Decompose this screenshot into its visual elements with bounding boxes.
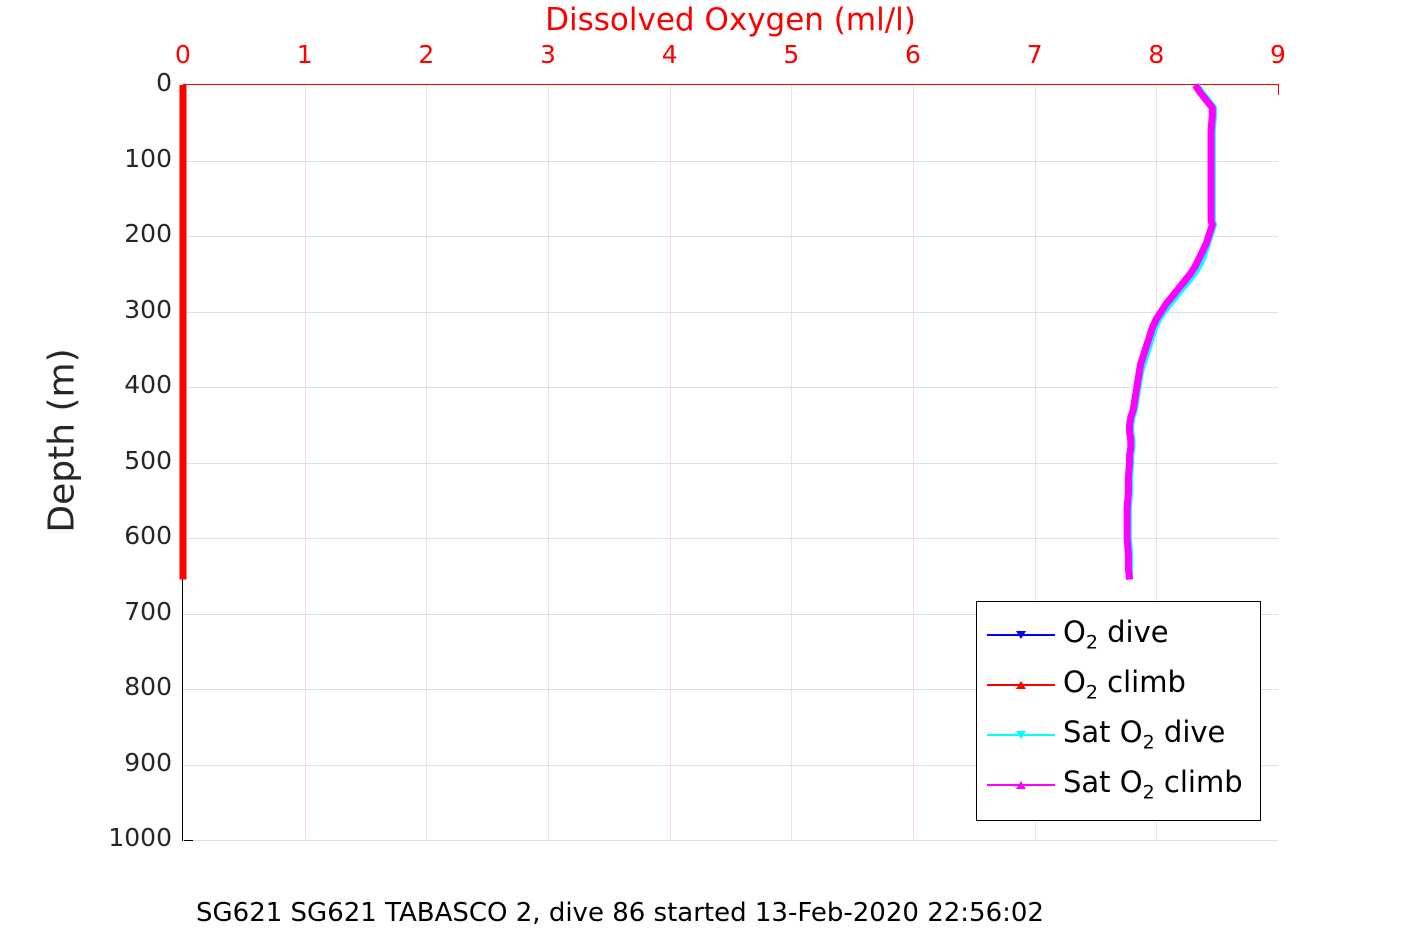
grid-line-horizontal — [183, 538, 1278, 539]
legend-label: O2 climb — [1063, 664, 1186, 704]
y-tick-label: 400 — [124, 370, 172, 399]
y-tick-label: 1000 — [108, 823, 172, 852]
legend-label: Sat O2 climb — [1063, 764, 1243, 804]
y-tick-label: 300 — [124, 294, 172, 324]
legend-swatch-icon — [987, 623, 1055, 647]
data-series-layer — [179, 83, 1218, 580]
y-tick-label: 0 — [156, 68, 172, 97]
x-tick-label: 5 — [783, 40, 800, 69]
series-line-sat-o2-climb — [1123, 83, 1216, 580]
series-line-sat-o2-dive — [1124, 83, 1218, 580]
x-tick-label: 0 — [175, 40, 191, 69]
x-tick-label: 3 — [540, 40, 556, 69]
y-tick-label: 100 — [124, 143, 172, 173]
legend-marker-up-triangle-icon — [1016, 781, 1026, 789]
x-tick-label: 9 — [1270, 40, 1286, 69]
axis-spine-bottom — [183, 840, 1278, 841]
legend-item-sat-o2-climb[interactable]: Sat O2 climb — [987, 760, 1250, 810]
grid-line-horizontal — [183, 311, 1278, 313]
y-tick-label: 800 — [124, 672, 172, 701]
x-tick-label: 1 — [296, 40, 313, 69]
legend-marker-up-triangle-icon — [1016, 681, 1026, 689]
grid-line-horizontal — [183, 160, 1278, 162]
y-tick-mark — [184, 840, 193, 841]
legend-label: O2 dive — [1063, 614, 1169, 654]
chart-title: Dissolved Oxygen (ml/l) — [545, 2, 916, 38]
grid-line-horizontal — [183, 689, 1278, 690]
y-axis-label: Depth (m) — [41, 348, 83, 533]
legend-swatch-icon — [987, 673, 1055, 697]
legend: O2 dive O2 climb Sat O2 dive Sat O2 climb — [976, 601, 1261, 821]
y-tick-label: 500 — [124, 445, 172, 475]
legend-item-o2-climb[interactable]: O2 climb — [987, 660, 1250, 710]
grid-line-horizontal — [183, 764, 1278, 766]
grid-line-horizontal — [183, 462, 1278, 464]
x-tick-label: 4 — [661, 40, 678, 69]
x-tick-label: 2 — [418, 40, 435, 69]
grid-line-horizontal — [183, 236, 1278, 237]
legend-item-sat-o2-dive[interactable]: Sat O2 dive — [987, 710, 1250, 760]
legend-swatch-icon — [987, 773, 1055, 797]
legend-label: Sat O2 dive — [1063, 714, 1226, 754]
y-tick-label: 900 — [124, 747, 172, 777]
legend-item-o2-dive[interactable]: O2 dive — [987, 610, 1250, 660]
grid-line-horizontal — [183, 387, 1278, 388]
x-tick-mark — [1278, 86, 1279, 95]
x-tick-label: 6 — [905, 40, 921, 69]
grid-line-horizontal — [183, 613, 1278, 615]
legend-marker-down-triangle-icon — [1016, 731, 1026, 739]
x-tick-label: 8 — [1148, 40, 1165, 69]
x-tick-label: 7 — [1026, 40, 1043, 69]
legend-marker-down-triangle-icon — [1016, 631, 1026, 639]
y-tick-label: 200 — [124, 219, 172, 248]
legend-swatch-icon — [987, 723, 1055, 747]
y-tick-label: 700 — [124, 596, 172, 626]
y-tick-label: 600 — [124, 521, 172, 550]
figure-caption: SG621 SG621 TABASCO 2, dive 86 started 1… — [196, 898, 1044, 928]
